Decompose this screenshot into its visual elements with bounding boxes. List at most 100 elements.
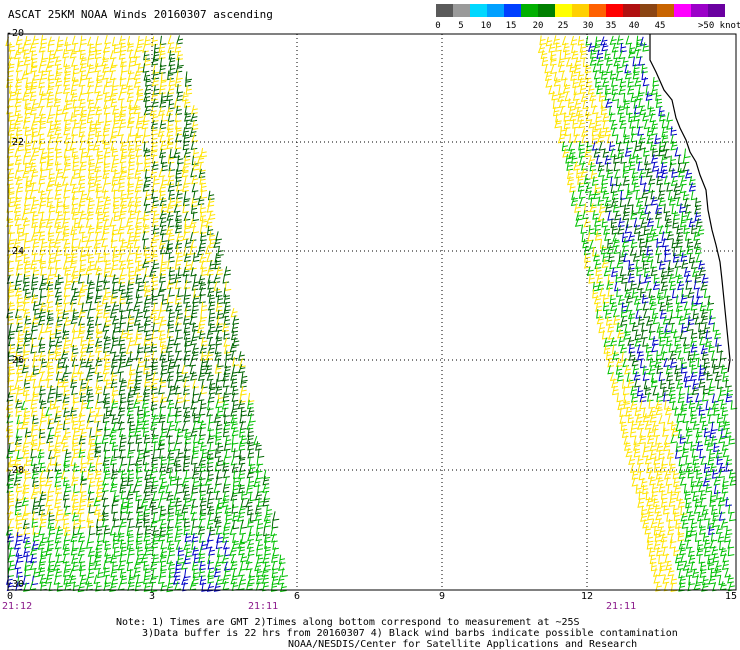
wind-barb: [628, 351, 636, 361]
wind-barb: [8, 84, 16, 94]
wind-barb: [213, 567, 221, 578]
wind-barb: [128, 154, 135, 164]
wind-barb: [677, 162, 685, 173]
wind-barb: [619, 119, 627, 130]
wind-barb: [77, 525, 84, 535]
wind-barb: [94, 57, 102, 68]
wind-barb: [592, 246, 599, 257]
wind-barb: [111, 274, 119, 284]
wind-barb: [625, 35, 633, 45]
wind-barb: [248, 568, 256, 578]
wind-barb: [630, 210, 638, 220]
wind-barb: [29, 371, 37, 382]
wind-barb: [656, 364, 664, 375]
wind-barb: [581, 127, 589, 137]
wind-barb: [693, 280, 701, 290]
wind-barb: [629, 427, 637, 438]
wind-barb: [144, 154, 151, 165]
wind-barb: [95, 491, 103, 502]
wind-barb: [679, 434, 687, 444]
wind-barb: [214, 561, 221, 571]
wind-barb: [629, 246, 637, 256]
wind-barb: [200, 351, 208, 361]
wind-barb: [253, 435, 260, 446]
wind-barb: [112, 532, 120, 542]
wind-barb: [549, 56, 557, 66]
wind-barb: [158, 511, 166, 521]
wind-barb: [648, 407, 656, 417]
wind-barb: [71, 183, 79, 194]
wind-barb: [192, 433, 200, 444]
wind-barb: [174, 581, 181, 591]
wind-barb: [144, 358, 152, 368]
wind-barb: [200, 337, 208, 347]
wind-barb: [38, 351, 46, 362]
wind-barb: [262, 483, 270, 494]
wind-barb: [70, 351, 78, 362]
wind-barb: [137, 260, 145, 271]
wind-barb: [703, 288, 711, 299]
wind-barb: [143, 71, 151, 81]
wind-barb: [137, 357, 145, 368]
wind-barb: [25, 64, 33, 75]
wind-barb: [23, 582, 30, 592]
wind-barb: [159, 372, 167, 383]
wind-barb: [641, 322, 648, 332]
wind-barb: [206, 434, 214, 444]
wind-barb: [151, 393, 159, 403]
wind-barb: [182, 511, 190, 521]
wind-barb: [233, 469, 240, 480]
wind-barb: [24, 36, 32, 46]
wind-barb: [673, 511, 681, 522]
wind-barb: [133, 232, 141, 242]
wind-barb: [71, 196, 79, 206]
wind-barb: [633, 441, 640, 451]
wind-barb: [643, 119, 651, 130]
wind-barb: [599, 63, 606, 74]
wind-barb: [102, 456, 110, 467]
wind-barb: [102, 134, 109, 145]
wind-barb: [117, 225, 125, 235]
wind-barb: [46, 393, 54, 403]
wind-barb: [724, 428, 732, 439]
wind-barb: [660, 267, 668, 278]
wind-barb: [70, 456, 77, 467]
wind-barb: [87, 253, 95, 264]
wind-barb: [711, 517, 719, 528]
wind-barb: [160, 357, 168, 368]
wind-barb: [113, 323, 121, 333]
wind-barb: [32, 238, 40, 248]
wind-barb: [129, 209, 136, 220]
wind-barb: [47, 231, 55, 242]
wind-barb: [144, 85, 152, 95]
wind-barb: [215, 490, 223, 501]
wind-barb: [6, 217, 14, 228]
wind-barb: [135, 141, 142, 152]
wind-barb: [544, 71, 552, 82]
wind-barb: [682, 162, 690, 172]
wind-barb: [70, 545, 78, 556]
wind-barb: [653, 455, 661, 466]
wind-barb: [119, 153, 127, 164]
wind-barb: [141, 420, 150, 430]
wind-barb: [597, 196, 605, 206]
wind-barb: [692, 350, 700, 360]
wind-barb: [676, 273, 684, 284]
wind-barb: [30, 62, 38, 73]
wind-barb: [198, 470, 206, 481]
wind-barb: [701, 274, 709, 284]
wind-barb: [181, 504, 189, 514]
wind-barb: [231, 435, 239, 445]
wind-barb: [214, 364, 222, 374]
wind-barb: [133, 316, 141, 326]
wind-barb: [93, 497, 101, 507]
wind-barb: [634, 406, 642, 417]
colorbar-swatch: [691, 4, 708, 17]
wind-barb: [72, 581, 80, 592]
wind-barb: [86, 330, 94, 340]
wind-barb: [615, 176, 623, 187]
wind-barb: [615, 134, 623, 145]
wind-barb: [21, 497, 29, 507]
wind-barb: [126, 252, 134, 262]
wind-barb: [118, 50, 126, 60]
